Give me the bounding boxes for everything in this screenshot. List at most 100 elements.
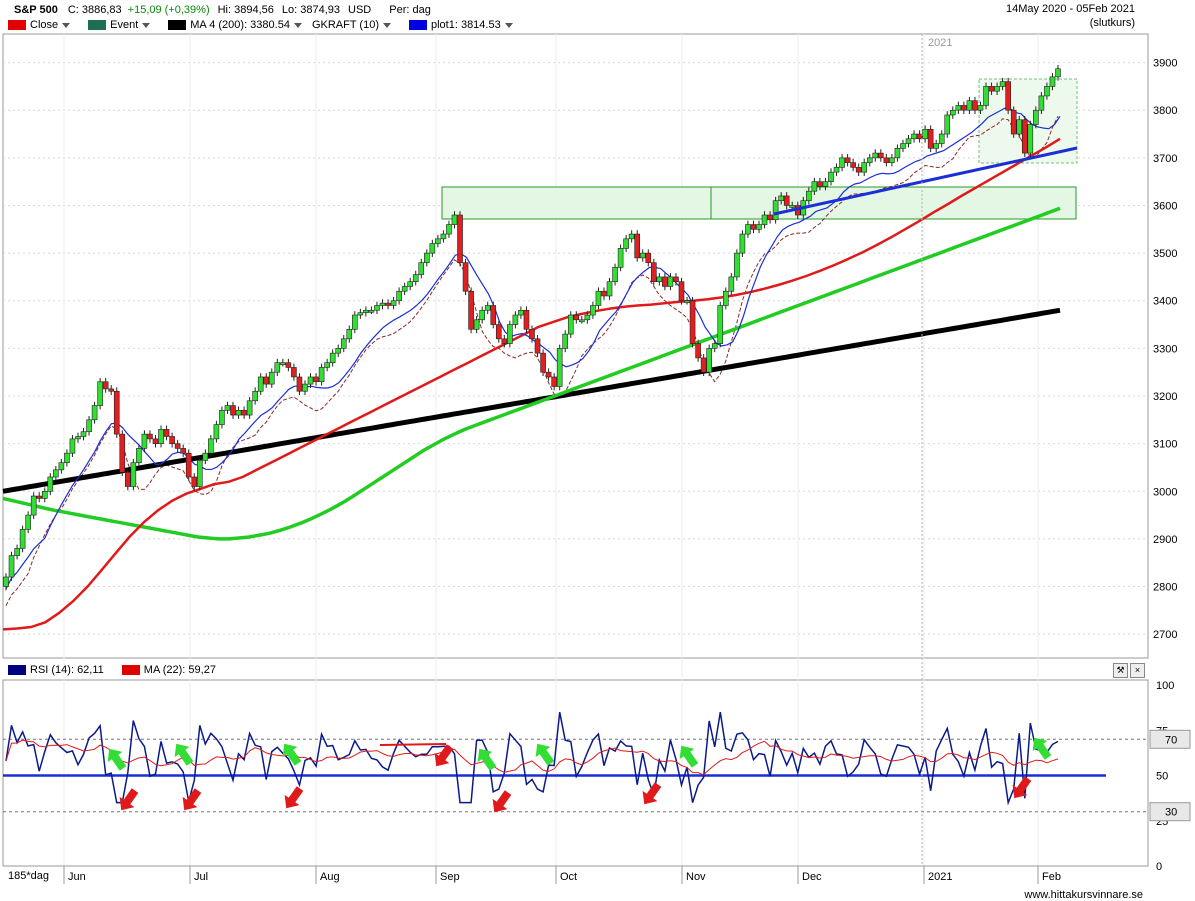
rsi-divergence-line xyxy=(379,743,447,746)
candle-body xyxy=(446,224,452,235)
legend-event[interactable]: Event xyxy=(110,19,139,31)
candle-body xyxy=(307,376,314,385)
candle-body xyxy=(750,224,757,230)
year-marker: 2021 xyxy=(928,37,952,49)
candle-body xyxy=(69,438,76,454)
y-tick-label: 3000 xyxy=(1153,486,1177,498)
candle-body xyxy=(789,205,796,208)
period-label: 185*dag xyxy=(8,870,49,882)
candle-body xyxy=(113,390,120,435)
candle-body xyxy=(25,514,31,530)
candle-body xyxy=(911,133,917,140)
candle-body xyxy=(174,443,181,449)
y-tick-label: 3300 xyxy=(1153,343,1177,355)
candle-body xyxy=(900,143,906,149)
candle-body xyxy=(252,390,258,402)
candle-body xyxy=(651,262,657,282)
legend-ma200[interactable]: MA 4 (200): 3380.54 xyxy=(190,19,290,31)
candle-body xyxy=(501,338,508,344)
candle-body xyxy=(125,471,131,487)
candle-body xyxy=(479,309,485,321)
chevron-down-icon[interactable] xyxy=(382,22,391,28)
candle-body xyxy=(999,81,1006,87)
currency-label: USD xyxy=(348,4,372,16)
x-tick-label: Jul xyxy=(194,871,208,883)
arrow-shape xyxy=(434,744,454,767)
candle-body xyxy=(772,200,779,221)
candle-body xyxy=(235,410,242,416)
footer-url[interactable]: www.hittakursvinnare.se xyxy=(1024,889,1143,901)
candle-body xyxy=(839,157,845,168)
candle-body xyxy=(163,429,170,437)
candle-body xyxy=(429,243,436,254)
candle-body xyxy=(396,290,402,302)
candle-body xyxy=(983,86,989,106)
candle-body xyxy=(844,157,851,163)
chevron-down-icon[interactable] xyxy=(504,22,513,28)
candle-body xyxy=(241,410,247,416)
chevron-down-icon[interactable] xyxy=(293,22,302,28)
candle-body xyxy=(268,371,275,385)
candle-body xyxy=(972,100,978,111)
candle-body xyxy=(130,462,137,487)
down-arrow-icon xyxy=(492,790,512,813)
close-label: C: xyxy=(67,4,79,16)
candle-body xyxy=(1033,109,1039,125)
candle-body xyxy=(1010,109,1017,135)
y-tick-label: 3500 xyxy=(1153,248,1177,260)
price-y-axis: 2700 2800 2900 3000 3100 3200 3300 3400 3500 3600… xyxy=(1153,58,1177,642)
candle-body xyxy=(108,388,114,392)
candle-body xyxy=(64,452,70,464)
candle-body xyxy=(678,281,685,302)
candle-body xyxy=(257,376,264,392)
close-icon[interactable]: × xyxy=(1130,663,1145,678)
rsi-ma-line xyxy=(5,739,1059,776)
candle-body xyxy=(811,181,818,192)
chevron-down-icon[interactable] xyxy=(62,22,71,28)
candle-body xyxy=(634,233,641,259)
candle-body xyxy=(806,190,812,202)
candle-body xyxy=(185,452,192,478)
rsi-lines xyxy=(5,711,1059,806)
wrench-icon[interactable]: ⚒ xyxy=(1113,663,1128,678)
candle-body xyxy=(512,314,519,325)
candle-body xyxy=(722,290,729,306)
candle-body xyxy=(833,167,840,173)
candle-body xyxy=(313,376,319,383)
candle-body xyxy=(573,314,580,321)
candle-body xyxy=(778,195,784,202)
rsi-swatch xyxy=(8,665,26,675)
candle-body xyxy=(224,405,231,411)
candle-body xyxy=(850,162,856,168)
candle-body xyxy=(523,309,530,330)
candle-body xyxy=(700,357,707,373)
candle-body xyxy=(80,431,87,437)
candle-body xyxy=(8,555,15,578)
candle-body xyxy=(717,305,724,344)
legend-gkraft[interactable]: GKRAFT (10) xyxy=(311,19,379,31)
candle-body xyxy=(889,157,895,163)
rsi-level-box xyxy=(1149,729,1191,749)
candle-body xyxy=(645,252,652,263)
period-label: Per: dag xyxy=(389,4,431,16)
down-arrow-icon xyxy=(642,782,662,805)
arrow-shape xyxy=(284,786,304,809)
chevron-down-icon[interactable] xyxy=(142,22,151,28)
legend-plot1[interactable]: plot1: 3814.53 xyxy=(430,19,501,31)
candle-body xyxy=(1027,124,1034,154)
candle-body xyxy=(468,290,474,330)
lo-value: Lo: 3874,93 xyxy=(281,4,340,16)
candle-body xyxy=(1044,86,1050,97)
rsi-line xyxy=(5,711,1059,806)
candle-body xyxy=(302,383,308,392)
trend-line xyxy=(773,146,1078,216)
close-swatch xyxy=(8,20,26,30)
date-range: 14May 2020 - 05Feb 2021 xyxy=(1005,3,1135,15)
candle-body xyxy=(955,105,962,111)
candle-body xyxy=(451,214,458,225)
candle-body xyxy=(628,233,635,240)
ma200-swatch xyxy=(168,20,187,30)
legend-close[interactable]: Close xyxy=(30,19,59,31)
candle-body xyxy=(147,433,153,440)
